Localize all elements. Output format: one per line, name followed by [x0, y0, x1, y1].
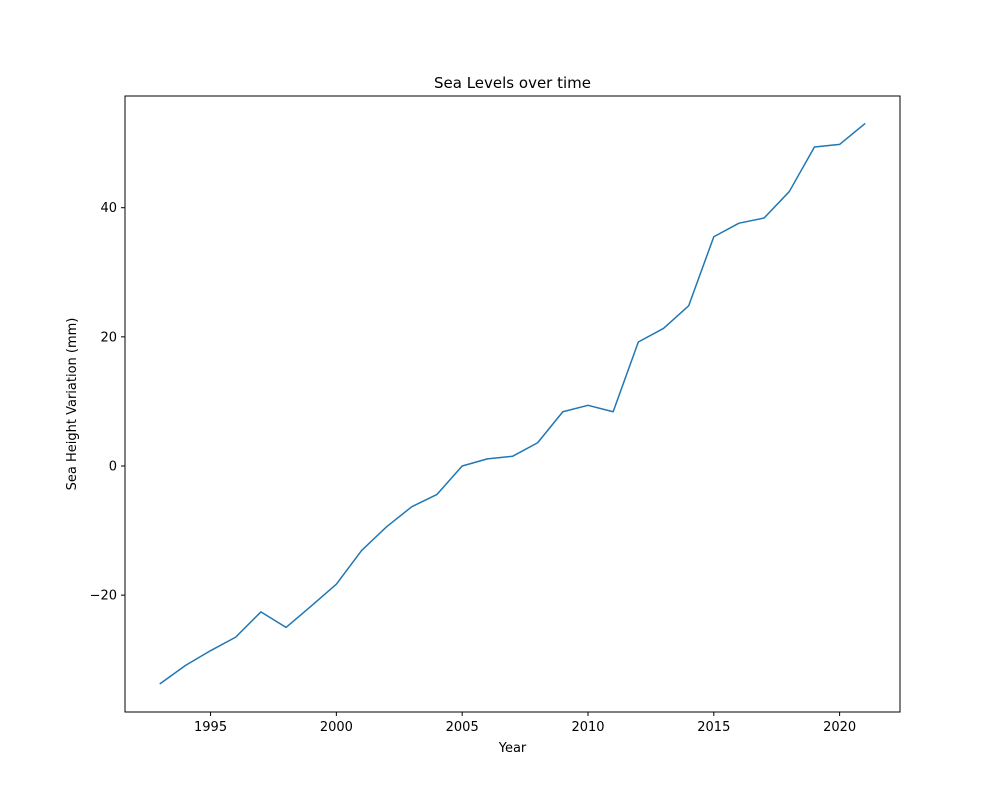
x-tick-label: 2000: [320, 720, 353, 735]
plot-area-frame: [124, 95, 901, 713]
y-axis-ticks: −20 0 20 40: [90, 201, 125, 604]
x-tick-label: 2005: [446, 720, 479, 735]
y-axis-label: Sea Height Variation (mm): [65, 318, 80, 491]
x-tick-label: 2015: [697, 720, 730, 735]
y-tick-label: 20: [100, 330, 117, 345]
y-tick-label: −20: [90, 589, 117, 604]
x-tick-label: 2010: [571, 720, 604, 735]
y-tick-label: 0: [109, 459, 117, 474]
chart-title: Sea Levels over time: [434, 74, 591, 92]
x-axis-ticks: 1995 2000 2005 2010 2015 2020: [194, 712, 856, 735]
x-axis-label: Year: [498, 741, 527, 756]
x-tick-label: 2020: [823, 720, 856, 735]
y-tick-label: 40: [100, 201, 117, 216]
sea-level-series-line: [159, 123, 866, 685]
x-tick-label: 1995: [194, 720, 227, 735]
